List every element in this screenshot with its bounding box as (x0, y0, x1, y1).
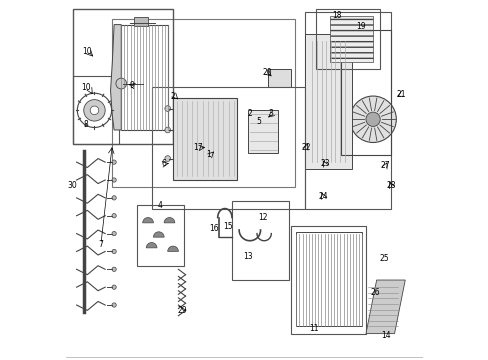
Circle shape (365, 112, 380, 126)
Circle shape (112, 249, 116, 253)
Text: 17: 17 (193, 143, 203, 152)
Text: 10: 10 (82, 47, 92, 56)
Circle shape (112, 196, 116, 200)
Text: 6: 6 (162, 159, 166, 168)
Bar (231, 202, 288, 280)
Bar (151, 87, 305, 208)
Circle shape (164, 127, 170, 133)
Text: 22: 22 (301, 143, 310, 152)
Bar (305, 33, 351, 169)
Text: 1: 1 (206, 150, 211, 159)
Bar (121, 24, 167, 130)
Circle shape (90, 106, 99, 114)
Bar (267, 69, 290, 87)
Circle shape (83, 100, 105, 121)
Bar (73, 76, 119, 144)
Wedge shape (167, 246, 178, 251)
Bar (315, 9, 380, 69)
Circle shape (112, 160, 116, 164)
Bar (247, 111, 278, 153)
Text: 25: 25 (378, 254, 388, 263)
Text: 16: 16 (209, 224, 219, 233)
Text: 14: 14 (380, 331, 389, 340)
Polygon shape (110, 24, 121, 130)
Circle shape (112, 285, 116, 289)
Text: 20: 20 (262, 68, 271, 77)
Circle shape (164, 106, 170, 111)
Text: 26: 26 (369, 288, 379, 297)
Bar (173, 98, 237, 180)
Wedge shape (153, 232, 164, 237)
Bar (112, 19, 294, 187)
Text: 5: 5 (256, 117, 261, 126)
Bar (73, 9, 173, 144)
Text: 18: 18 (331, 11, 341, 20)
Circle shape (112, 178, 116, 182)
Circle shape (112, 267, 116, 271)
Bar (137, 205, 183, 266)
Text: 2: 2 (247, 109, 252, 118)
Text: 7: 7 (98, 240, 103, 249)
Text: 19: 19 (355, 22, 365, 31)
Bar (134, 18, 148, 26)
Bar (340, 30, 390, 155)
Circle shape (116, 78, 126, 89)
Text: 2: 2 (170, 91, 175, 100)
Text: 4: 4 (158, 201, 163, 210)
Bar (296, 232, 362, 327)
Text: 30: 30 (67, 181, 77, 190)
Text: 24: 24 (318, 192, 327, 201)
Wedge shape (142, 217, 153, 223)
Bar (329, 16, 372, 62)
Bar (290, 226, 365, 334)
Text: 13: 13 (243, 252, 252, 261)
Bar (305, 12, 390, 208)
Text: 3: 3 (268, 109, 273, 118)
Text: 11: 11 (309, 324, 318, 333)
Circle shape (112, 213, 116, 218)
Text: 12: 12 (258, 213, 267, 222)
Text: 21: 21 (396, 90, 406, 99)
Circle shape (112, 231, 116, 236)
Text: 29: 29 (177, 306, 186, 315)
Text: 10: 10 (81, 83, 90, 92)
Circle shape (349, 96, 395, 143)
Text: 23: 23 (320, 159, 329, 168)
Wedge shape (146, 243, 157, 248)
Circle shape (164, 156, 170, 161)
Text: 8: 8 (83, 120, 88, 129)
Text: 9: 9 (129, 81, 134, 90)
Wedge shape (164, 217, 175, 223)
Circle shape (112, 303, 116, 307)
Text: 28: 28 (386, 181, 395, 190)
Text: 27: 27 (380, 161, 389, 170)
Text: 15: 15 (223, 222, 232, 231)
Polygon shape (365, 280, 405, 334)
Circle shape (77, 93, 111, 127)
